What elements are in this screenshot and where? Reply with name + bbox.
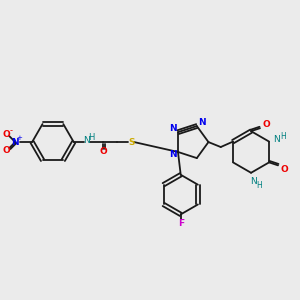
Text: H: H xyxy=(256,181,262,190)
Text: H: H xyxy=(88,133,95,142)
Text: N: N xyxy=(250,177,256,186)
Text: N: N xyxy=(274,135,280,144)
Text: F: F xyxy=(178,219,184,228)
Text: O: O xyxy=(262,120,270,129)
Text: N: N xyxy=(83,136,90,145)
Text: S: S xyxy=(128,138,134,147)
Text: O: O xyxy=(2,146,10,154)
Text: N: N xyxy=(198,118,206,127)
Text: N: N xyxy=(11,138,19,147)
Text: O: O xyxy=(280,165,288,174)
Text: H: H xyxy=(280,132,286,141)
Text: N: N xyxy=(169,150,177,159)
Text: O: O xyxy=(2,130,10,139)
Text: N: N xyxy=(169,124,177,133)
Text: -: - xyxy=(10,126,13,135)
Text: +: + xyxy=(16,135,22,141)
Text: O: O xyxy=(100,148,107,157)
